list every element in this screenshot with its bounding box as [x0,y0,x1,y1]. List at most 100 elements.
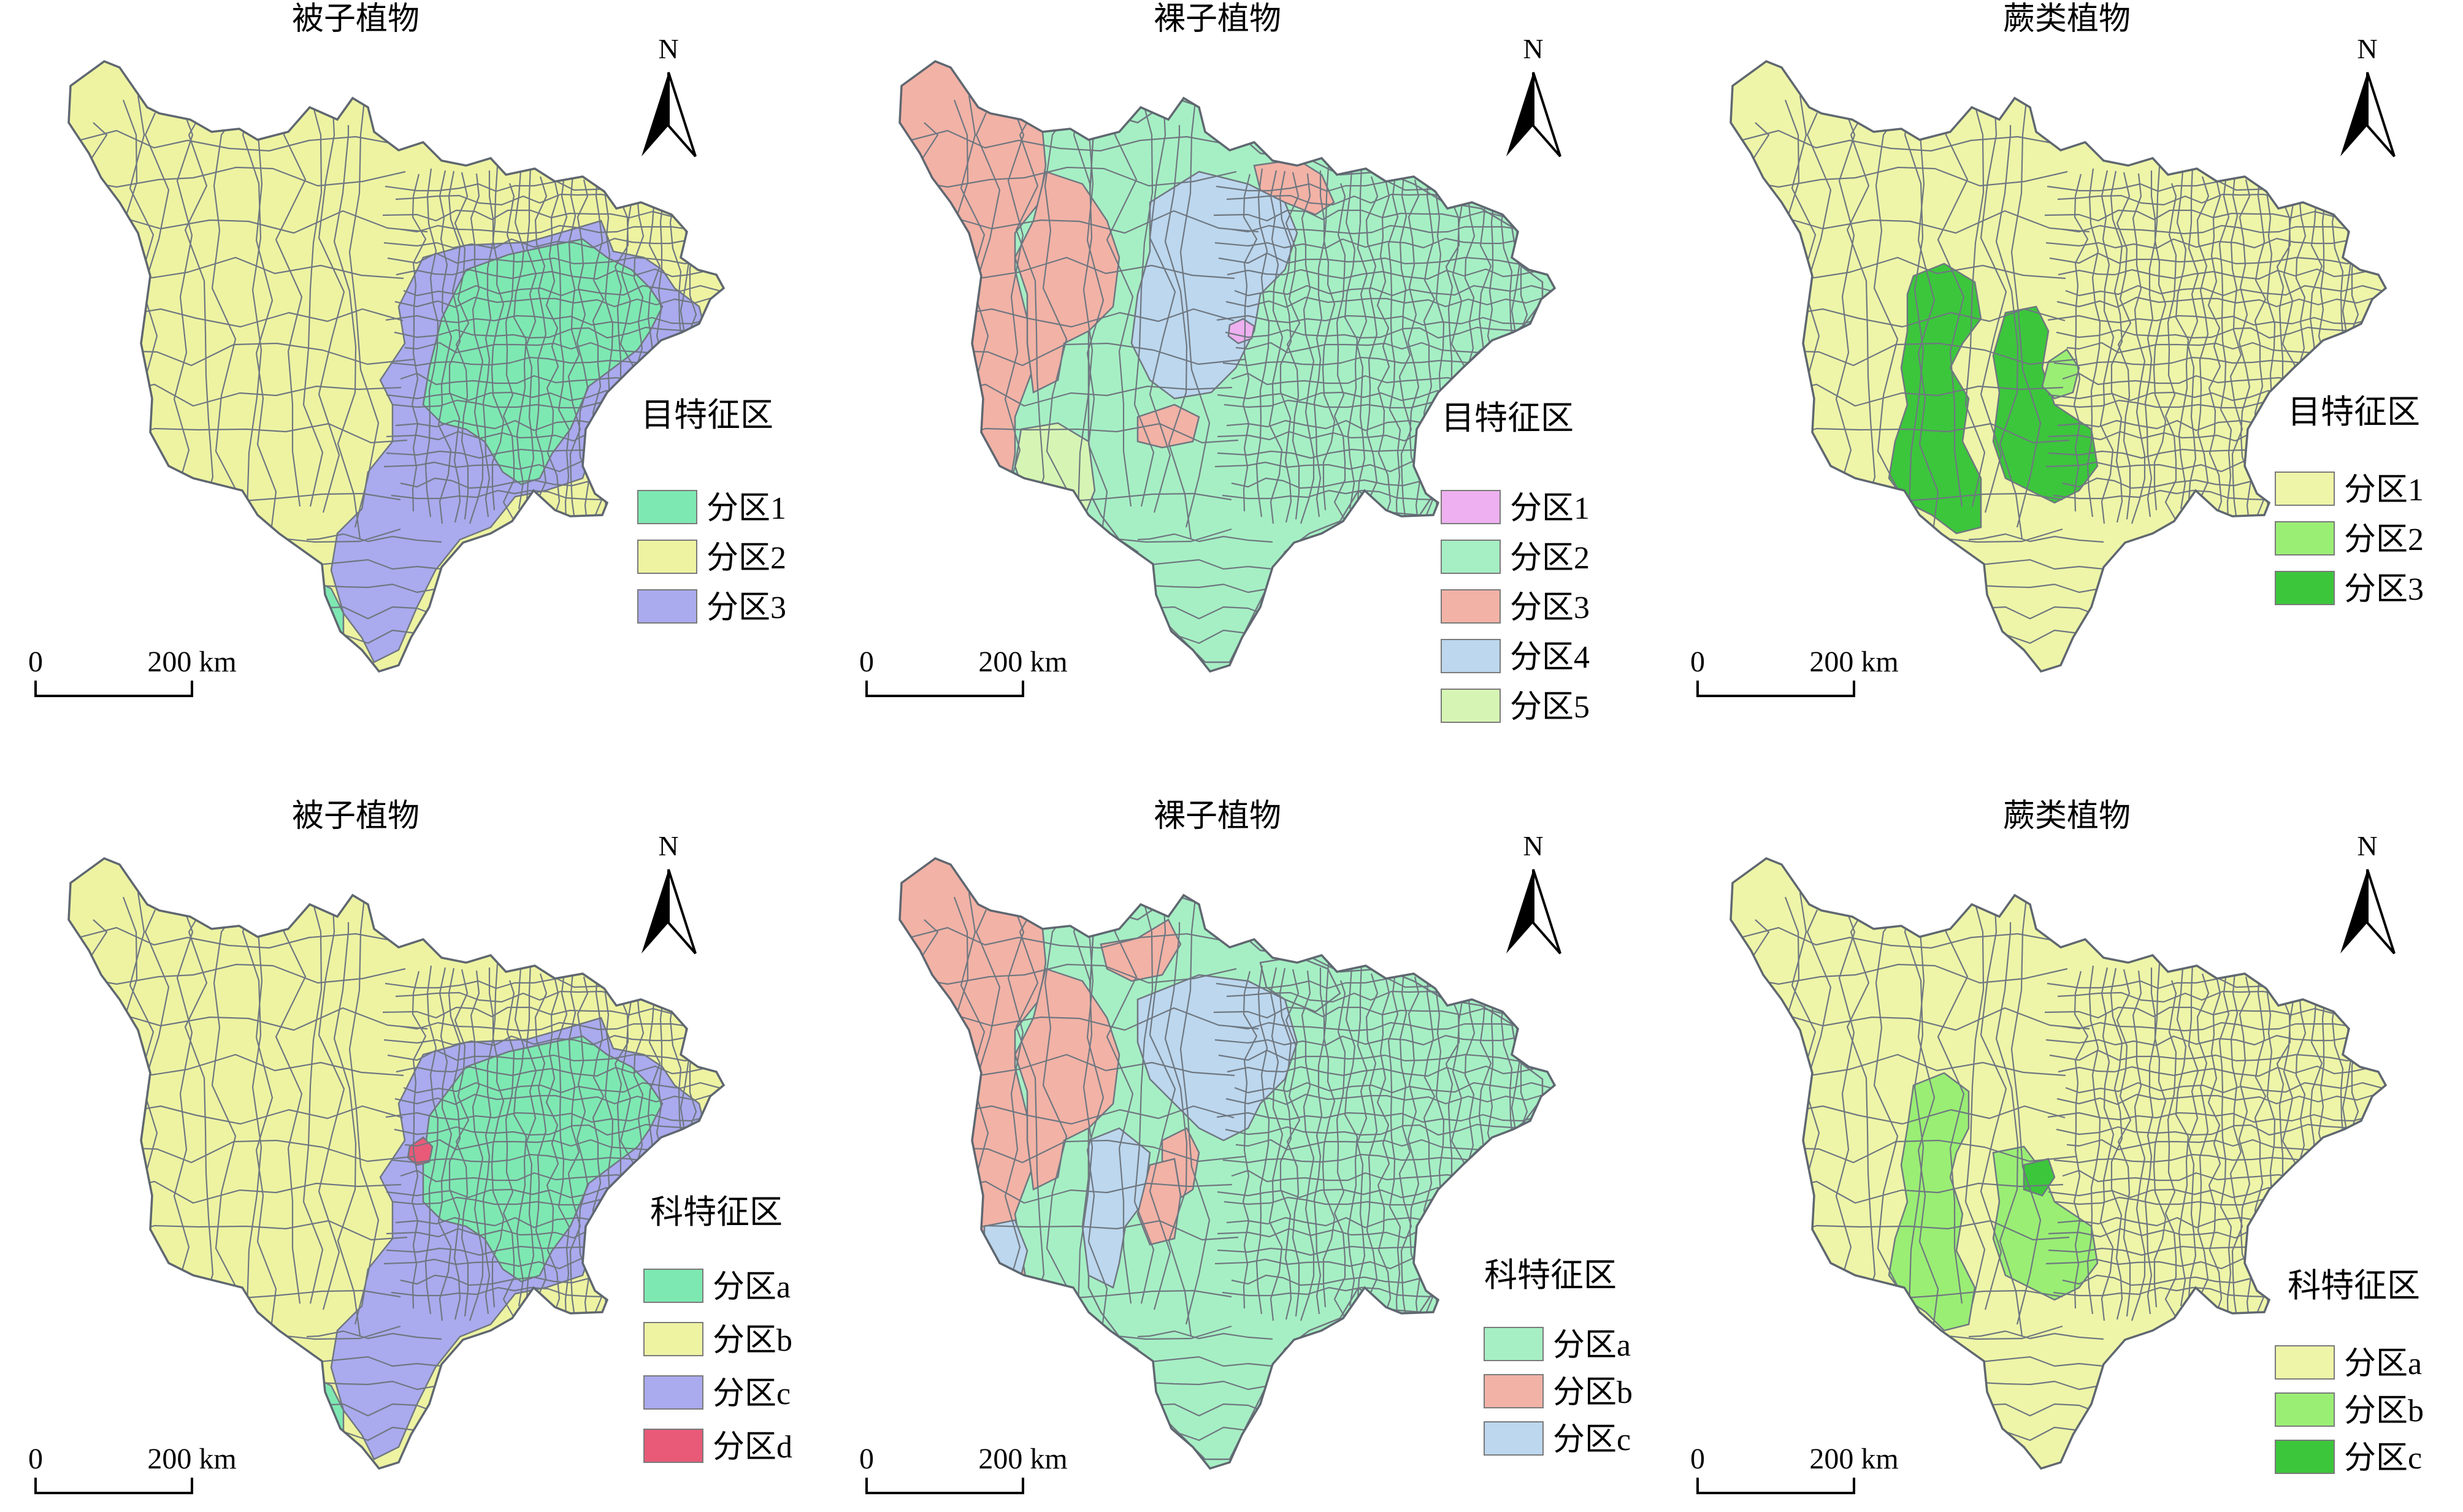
legend-title: 目特征区 [1441,400,1574,437]
legend-swatch [1441,490,1501,524]
legend-swatch [643,1322,703,1356]
legend-swatch [2275,521,2335,556]
legend-label: 分区c [2344,1441,2422,1476]
north-label: N [658,830,678,861]
legend-swatch [643,1269,703,1303]
zone-area [1136,974,1298,1142]
legend-title: 目特征区 [2288,394,2420,430]
scale-zero-label: 0 [28,646,43,678]
zone-area [1014,422,1096,541]
north-arrow-icon [1506,869,1561,955]
legend-label: 分区b [1553,1375,1633,1410]
legend-title: 科特征区 [650,1194,783,1231]
zone-area [1888,262,1982,535]
north-label: N [658,33,678,64]
scale-distance-label: 200 km [978,1443,1067,1475]
zone-area [1136,403,1200,449]
legend-label: 分区c [1553,1422,1631,1457]
legend-title: 科特征区 [1484,1257,1617,1294]
map-region [898,60,1556,673]
scale-bar: 0 200 km [859,1443,1068,1494]
panel-title: 裸子植物 [1154,799,1281,834]
scale-bar: 0 200 km [1690,646,1899,697]
map-region [898,857,1556,1470]
north-arrow-icon [642,72,697,158]
zone-area [1992,305,2099,504]
legend-swatch [1484,1374,1544,1408]
legend-label: 分区2 [1510,541,1590,576]
legend-label: 分区3 [707,590,786,625]
scale-zero-label: 0 [28,1443,43,1475]
legend-title: 目特征区 [641,397,773,433]
legend-swatch [2275,472,2335,506]
panel-title: 蕨类植物 [2003,2,2131,37]
legend-label: 分区2 [707,541,786,576]
scale-zero-label: 0 [859,646,874,678]
scale-distance-label: 200 km [978,646,1067,678]
legend-label: 分区b [2344,1394,2424,1429]
legend-swatch [2275,571,2335,605]
north-arrow-icon [2340,869,2396,955]
scale-distance-label: 200 km [1809,1443,1898,1475]
zone-area [1737,422,1768,492]
legend-swatch [2275,1392,2335,1427]
legend-swatch [643,1375,703,1410]
scale-bar: 0 200 km [859,646,1068,697]
legend-label: 分区3 [1510,590,1590,625]
legend-label: 分区a [1553,1328,1631,1363]
legend-swatch [643,1429,703,1463]
panel-title: 蕨类植物 [2003,799,2131,834]
legend-label: 分区3 [2344,572,2424,607]
legend-swatch [1441,540,1501,574]
legend-swatch [1441,639,1501,673]
scale-bar: 0 200 km [28,646,237,697]
scale-zero-label: 0 [1690,646,1705,678]
legend-swatch [2275,1345,2335,1380]
zone-area [1100,918,1182,982]
legend-swatch [2275,1440,2335,1474]
north-arrow-icon [2340,72,2396,158]
legend-title: 科特征区 [2288,1267,2420,1304]
legend-label: 分区a [713,1270,791,1305]
legend-label: 分区2 [2344,522,2424,557]
legend-label: 分区d [713,1430,792,1465]
scale-distance-label: 200 km [1809,646,1898,678]
panel-title: 被子植物 [292,2,419,37]
zone-area [983,1219,1028,1307]
legend-label: 分区a [2344,1346,2422,1381]
scale-zero-label: 0 [1690,1443,1705,1475]
legend-swatch [1441,589,1501,624]
legend-label: 分区b [713,1323,792,1358]
scale-zero-label: 0 [859,1443,874,1475]
legend-swatch [637,540,697,574]
legend-label: 分区1 [1510,491,1590,526]
legend-swatch [637,589,697,624]
north-label: N [1523,830,1543,861]
legend-label: 分区c [713,1376,791,1411]
north-arrow-icon [1506,72,1561,158]
panel-title: 裸子植物 [1154,2,1281,37]
legend-swatch [1484,1327,1544,1361]
legend-label: 分区1 [707,491,786,526]
legend-swatch [637,490,697,524]
legend-swatch [1441,689,1501,723]
north-label: N [2357,33,2377,64]
scale-bar: 0 200 km [1690,1443,1899,1494]
scale-distance-label: 200 km [147,646,236,678]
north-label: N [2357,830,2377,861]
zone-area [1737,1231,1768,1301]
north-arrow-icon [642,869,697,955]
panel-title: 被子植物 [292,799,419,834]
